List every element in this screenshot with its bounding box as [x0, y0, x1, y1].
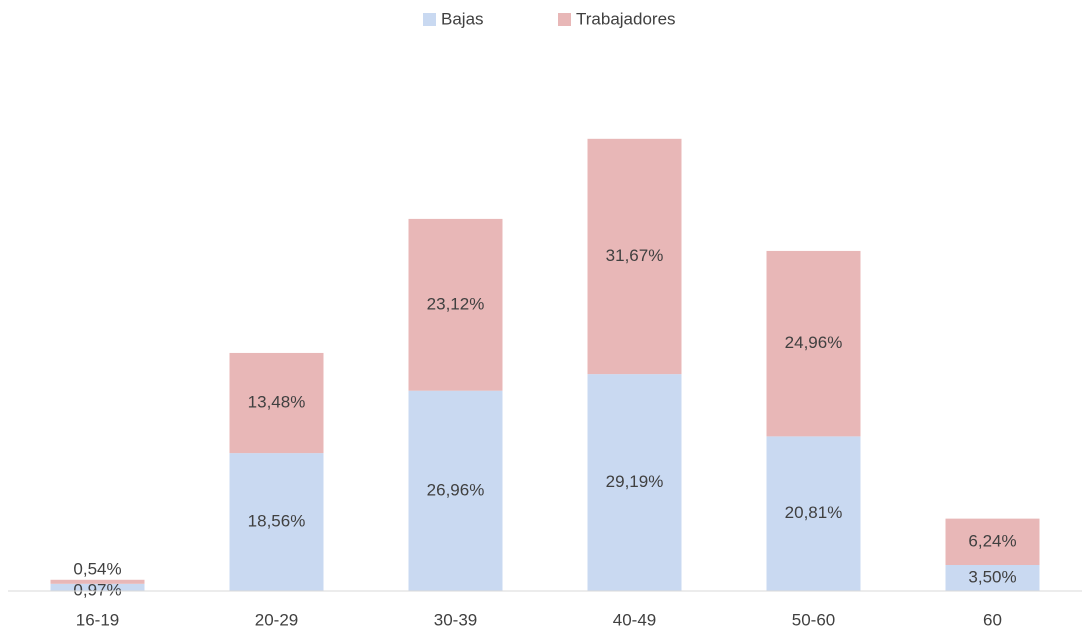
bar-segment	[408, 218, 503, 391]
bar-segment	[766, 436, 861, 591]
data-label: 3,50%	[968, 567, 1016, 586]
data-label: 29,19%	[606, 472, 664, 491]
x-tick-label: 40-49	[613, 610, 656, 629]
x-tick-label: 60	[983, 610, 1002, 629]
data-label: 23,12%	[427, 294, 485, 313]
data-label: 24,96%	[785, 333, 843, 352]
data-label: 0,54%	[73, 559, 121, 578]
x-tick-label: 20-29	[255, 610, 298, 629]
bar-segment	[587, 374, 682, 591]
data-label: 26,96%	[427, 480, 485, 499]
bar-segment	[766, 250, 861, 437]
bar-segment	[229, 352, 324, 454]
data-label: 0,97%	[73, 580, 121, 599]
bar-segment	[945, 564, 1040, 591]
bar-segment	[408, 390, 503, 591]
bar-segment	[229, 453, 324, 591]
data-label: 18,56%	[248, 512, 306, 531]
data-label: 20,81%	[785, 503, 843, 522]
legend-swatch	[423, 13, 436, 26]
legend-swatch	[558, 13, 571, 26]
bar-segment	[587, 138, 682, 375]
x-tick-label: 50-60	[792, 610, 835, 629]
data-label: 31,67%	[606, 246, 664, 265]
x-tick-label: 16-19	[76, 610, 119, 629]
bar-segment	[50, 583, 145, 591]
legend-label: Bajas	[441, 9, 484, 28]
data-label: 6,24%	[968, 531, 1016, 550]
bar-segment	[945, 518, 1040, 565]
data-label: 13,48%	[248, 393, 306, 412]
legend-label: Trabajadores	[576, 9, 676, 28]
bar-segment	[50, 579, 145, 584]
x-tick-label: 30-39	[434, 610, 477, 629]
